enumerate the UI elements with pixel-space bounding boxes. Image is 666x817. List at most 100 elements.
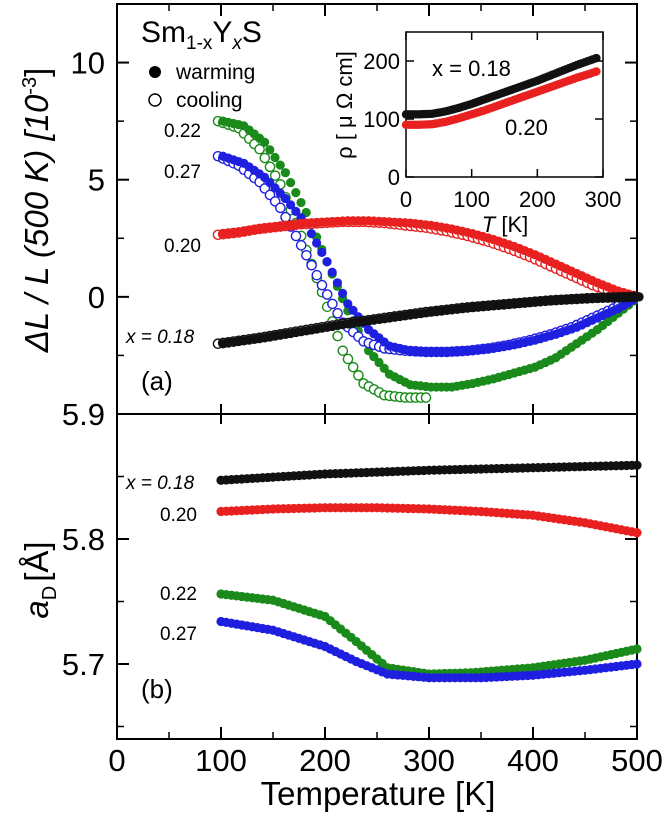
inset-points [401,53,601,129]
cooling-point [269,170,281,181]
warming-point [280,168,290,178]
warming-point [280,193,290,204]
panel-a-label-020: 0.20 [164,236,201,257]
x-tick-label: 400 [507,743,559,778]
panel-b-ytick-label: 5.7 [62,647,105,682]
cooling-point [327,298,338,310]
warming-point [327,267,337,277]
inset-series-020 [401,67,601,129]
panel-b-ytick-label: 5.8 [62,522,105,557]
cooling-point [316,279,328,291]
legend-warming-marker [149,66,161,78]
warming-point [322,257,332,267]
cooling-point [254,143,265,155]
lattice-point [632,659,642,669]
x-axis-label: Temperature [K] [261,775,496,812]
panel-a-ytick-label-bottom: 5.9 [62,397,105,432]
x-tick-label: 0 [108,743,125,778]
cooling-point [337,345,349,357]
panel-a-ytick-label: 0 [88,280,105,315]
warming-point [312,238,322,248]
warming-point [296,197,306,208]
x-tick-label: 300 [403,743,455,778]
cooling-point [264,161,276,173]
warming-point [634,292,644,302]
resistivity-point [592,53,601,63]
legend-cooling-label: cooling [176,89,243,112]
cooling-point [311,269,323,281]
cooling-point [342,353,354,365]
warming-point [291,188,301,198]
inset-label-018: x = 0.18 [432,56,511,81]
inset-ytick-label: 200 [363,49,400,74]
panel-b-x-ticks: 0 100 200 300 400 500 [108,4,663,778]
x-tick-label: 100 [195,743,247,778]
cooling-point [301,249,312,261]
inset-ylabel: ρ [ μ Ω cm] [332,51,357,159]
warming-point [332,278,342,288]
warming-point [270,152,280,163]
warming-point [291,206,301,216]
b-series-x018 [216,460,642,485]
panel-a-label-027: 0.27 [164,162,201,183]
panel-b-label: (b) [141,674,173,704]
panel-a-label: (a) [141,366,173,396]
panel-a-label-018: x = 0.18 [125,327,195,348]
inset-xtick-label: 200 [519,187,556,212]
warming-point [265,145,275,155]
panel-a-ytick-label: 5 [88,163,105,198]
cooling-point [306,259,317,271]
panel-b-y-ticks: 5.7 5.8 [62,475,637,728]
cooling-point [290,230,302,242]
warming-point [260,137,270,147]
inset-xlabel: T [K] [482,212,528,237]
warming-point [348,305,358,315]
cooling-point [332,307,343,319]
panel-b-label-027: 0.27 [160,624,197,645]
lattice-point [632,644,642,654]
inset-ytick-label: 0 [388,165,400,190]
inset-ytick-label: 100 [363,107,400,132]
panel-a-y-ticks: 0 5 10 5.9 [62,46,637,432]
panel-a-ytick-label: 10 [71,46,105,81]
warming-point [275,160,285,170]
warming-point [338,288,348,298]
panel-b-ylabel: aD[Å] [18,541,61,618]
warming-point [286,200,296,210]
lattice-point [632,528,642,538]
cooling-point [420,392,432,403]
cooling-point [332,330,343,342]
cooling-point [280,211,291,223]
inset-series-x018 [401,53,601,119]
inset-ticks: 0 100 200 0 100 200 300 [363,32,621,212]
cooling-point [295,240,307,251]
series-020 [212,216,644,303]
legend-cooling-marker [148,93,162,107]
x-tick-label: 200 [299,743,351,778]
cooling-point [321,289,333,300]
resistivity-point [592,67,601,76]
warming-point [317,247,327,257]
panel-a-label-022: 0.22 [164,121,201,142]
panel-b-label-022: 0.22 [160,584,197,605]
panel-a-points [212,115,644,403]
cooling-point [353,370,364,381]
warming-point [286,178,296,188]
legend-warming-label: warming [175,61,255,84]
cooling-point [275,202,286,214]
inset-xtick-label: 300 [585,187,622,212]
b-series-020 [216,503,642,538]
warming-point [306,229,316,239]
chart-title: Sm1-xYxS [141,16,262,54]
series-x018 [212,291,644,350]
x-tick-label: 500 [611,743,663,778]
inset-xtick-label: 100 [453,187,490,212]
inset-xtick-label: 0 [400,187,412,212]
inset-label-020: 0.20 [505,115,548,140]
panel-a-ylabel: ΔL / L (500 K) [10-3] [18,68,55,354]
warming-point [343,299,353,309]
cooling-point [347,361,359,373]
panel-b-label-020: 0.20 [160,505,197,526]
cooling-point [259,152,271,164]
